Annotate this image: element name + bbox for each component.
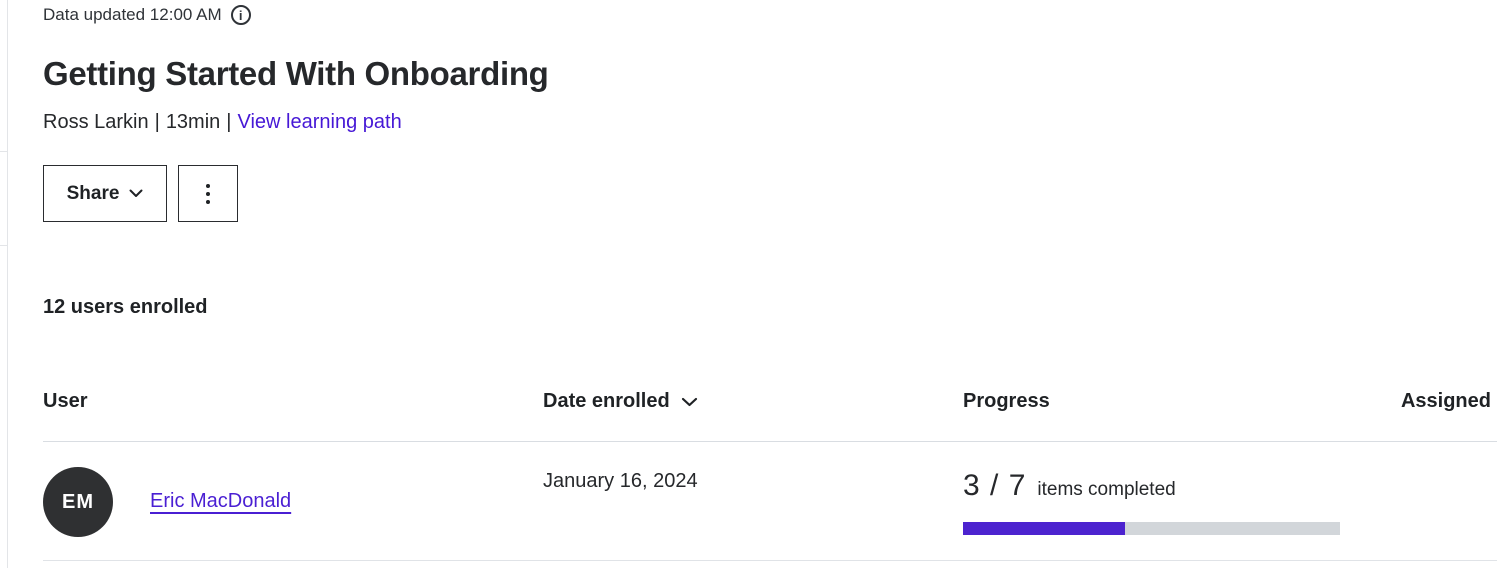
left-panel-divider	[7, 0, 8, 568]
progress-caption: items completed	[1037, 479, 1176, 500]
kebab-menu-icon	[206, 183, 210, 204]
date-enrolled-cell: January 16, 2024	[543, 470, 698, 492]
course-meta: Ross Larkin | 13min | View learning path	[43, 111, 402, 134]
user-name-link[interactable]: Eric MacDonald	[150, 490, 292, 512]
column-header-user: User	[43, 390, 88, 412]
view-learning-path-link[interactable]: View learning path	[237, 111, 402, 133]
separator: |	[154, 111, 160, 133]
more-options-button[interactable]	[178, 165, 238, 222]
course-duration: 13min	[165, 111, 221, 133]
share-button[interactable]: Share	[43, 165, 167, 222]
table-header-divider	[43, 441, 1497, 442]
sort-chevron-down-icon	[681, 397, 697, 406]
progress-cell: 3 / 7 items completed	[963, 469, 1176, 503]
separator: |	[226, 111, 232, 133]
column-header-date-enrolled[interactable]: Date enrolled	[543, 390, 698, 413]
share-button-label: Share	[66, 182, 120, 204]
column-header-date-label: Date enrolled	[543, 390, 670, 412]
chevron-down-icon	[129, 189, 143, 197]
author-name: Ross Larkin	[43, 111, 149, 133]
data-updated-text: Data updated 12:00 AM	[43, 5, 222, 24]
left-panel-tick	[0, 245, 7, 246]
info-icon[interactable]: i	[230, 5, 251, 25]
enrolled-count: 12 users enrolled	[43, 296, 208, 318]
progress-bar-fill	[963, 522, 1125, 535]
avatar: EM	[43, 467, 113, 537]
left-panel-tick	[0, 151, 7, 152]
progress-fraction: 3 / 7	[963, 469, 1027, 502]
progress-bar-track	[963, 522, 1340, 535]
page-title: Getting Started With Onboarding	[43, 55, 549, 92]
column-header-progress: Progress	[963, 390, 1050, 412]
column-header-assigned: Assigned	[1400, 390, 1491, 412]
data-updated-status: Data updated 12:00 AM i	[43, 3, 251, 27]
table-row-divider	[43, 560, 1497, 561]
